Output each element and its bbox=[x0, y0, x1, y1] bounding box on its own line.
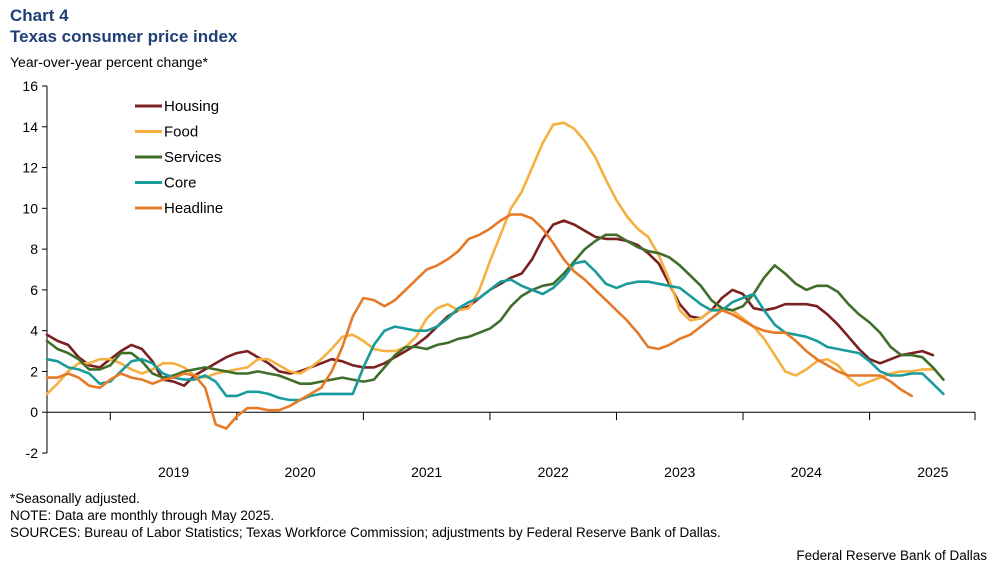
y-tick-label: 2 bbox=[30, 363, 38, 379]
series-lines bbox=[45, 121, 945, 430]
series-line-housing bbox=[45, 219, 935, 388]
footnote-seasonal: *Seasonally adjusted. bbox=[10, 491, 140, 506]
series-line-services bbox=[45, 233, 945, 386]
legend-label-food: Food bbox=[164, 124, 198, 141]
x-tick-label: 2023 bbox=[664, 464, 695, 480]
y-tick-label: -2 bbox=[26, 445, 39, 461]
y-tick-label: 12 bbox=[22, 160, 38, 176]
legend-label-services: Services bbox=[164, 149, 222, 166]
credit-text: Federal Reserve Bank of Dallas bbox=[796, 548, 987, 563]
y-tick-label: 0 bbox=[30, 404, 38, 420]
x-tick-label: 2024 bbox=[791, 464, 822, 480]
x-tick-label: 2025 bbox=[917, 464, 948, 480]
footnote-sources: SOURCES: Bureau of Labor Statistics; Tex… bbox=[10, 525, 721, 540]
legend-label-housing: Housing bbox=[164, 98, 219, 115]
y-tick-label: 6 bbox=[30, 282, 38, 298]
x-tick-label: 2021 bbox=[411, 464, 442, 480]
series-line-headline bbox=[45, 213, 914, 430]
series-line-core bbox=[45, 259, 945, 402]
chart-number: Chart 4 bbox=[10, 6, 69, 25]
footnote-note: NOTE: Data are monthly through May 2025. bbox=[10, 508, 275, 523]
y-tick-label: 8 bbox=[30, 241, 38, 257]
x-tick-label: 2020 bbox=[285, 464, 316, 480]
legend: Housing Food Services Core Headline bbox=[135, 98, 223, 217]
chart-title: Texas consumer price index bbox=[10, 27, 238, 46]
legend-label-headline: Headline bbox=[164, 200, 223, 217]
y-tick-label: 16 bbox=[22, 78, 38, 94]
y-tick-label: 10 bbox=[22, 200, 38, 216]
legend-label-core: Core bbox=[164, 175, 197, 192]
y-tick-label: 4 bbox=[30, 323, 38, 339]
x-tick-label: 2022 bbox=[538, 464, 569, 480]
x-tick-label: 2019 bbox=[158, 464, 189, 480]
axes: -2 0 2 4 6 8 10 12 14 16 2019 2020 2021 2022 2023 2024 2… bbox=[22, 78, 976, 480]
y-axis-label: Year-over-year percent change* bbox=[10, 54, 208, 70]
y-tick-label: 14 bbox=[22, 119, 38, 135]
